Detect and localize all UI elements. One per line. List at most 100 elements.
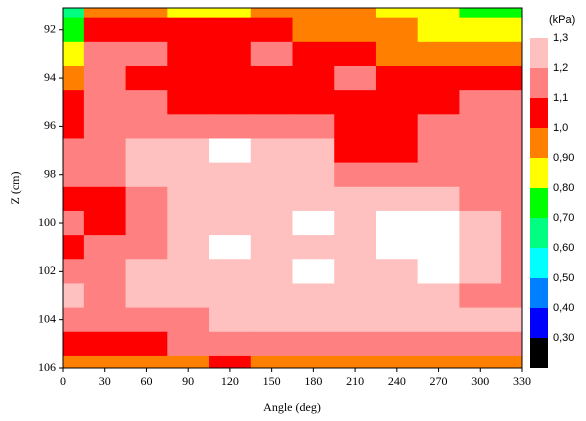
x-tick-label: 150 [263,374,281,388]
contour-cell [250,162,293,188]
contour-cell [459,210,502,236]
contour-cell [501,114,523,139]
contour-cell [63,8,85,19]
contour-cell [501,90,523,115]
contour-cell [63,114,85,139]
contour-cell [83,259,127,284]
contour-cell [334,8,377,19]
contour-cell [167,283,210,309]
contour-cell [250,307,293,333]
contour-cell [125,41,168,67]
contour-cell [459,114,502,139]
contour-cell [292,114,335,139]
contour-cell [334,186,377,212]
colorbar-swatch [530,188,548,218]
y-tick-label: 98 [44,166,56,180]
contour-cell [417,90,460,115]
contour-cell [83,186,127,212]
contour-cell [292,41,335,67]
contour-cell [250,259,293,284]
contour-cell [167,355,210,369]
contour-cell [292,283,335,309]
contour-cell [83,307,127,333]
contour-cell [501,210,523,236]
contour-cell [459,90,502,115]
contour-cell [334,162,377,188]
contour-cell [209,8,252,19]
contour-cell [417,186,460,212]
contour-cell [417,41,460,67]
y-tick-label: 102 [38,263,56,277]
contour-cell [125,355,168,369]
x-tick-label: 300 [471,374,489,388]
contour-cell [501,8,523,19]
contour-cell [292,186,335,212]
contour-cell [125,90,168,115]
contour-cell [63,331,85,357]
contour-cell [63,17,85,43]
contour-cell [250,186,293,212]
x-tick-label: 270 [430,374,448,388]
colorbar-swatch [530,248,548,278]
colorbar-tick-label: 0,70 [553,212,574,224]
colorbar-tick-label: 0,50 [553,272,574,284]
x-tick-label: 240 [388,374,406,388]
contour-cell [125,114,168,139]
contour-cell [83,8,127,19]
x-tick-label: 60 [140,374,152,388]
colorbar-tick-label: 1,1 [553,92,568,104]
contour-cell [167,331,210,357]
colorbar-tick-label: 0,40 [553,302,574,314]
contour-cell [292,210,335,236]
contour-cell [375,162,419,188]
contour-cell [459,138,502,164]
contour-cell [83,331,127,357]
y-axis-label: Z (cm) [8,172,22,205]
contour-cell [209,65,252,91]
contour-cell [250,65,293,91]
contour-cell [417,17,460,43]
contour-cell [167,210,210,236]
contour-cell [417,355,460,369]
contour-cell [501,138,523,164]
contour-cell [501,17,523,43]
colorbar-tick-label: 0,60 [553,242,574,254]
contour-cell [125,8,168,19]
contour-cell [417,65,460,91]
contour-cell [63,65,85,91]
contour-cell [125,307,168,333]
contour-cell [250,283,293,309]
contour-cell [167,307,210,333]
contour-cell [375,355,419,369]
x-tick-label: 330 [513,374,531,388]
contour-cell [167,186,210,212]
contour-cell [292,259,335,284]
contour-cell [63,90,85,115]
contour-cell [83,162,127,188]
contour-cell [334,114,377,139]
contour-cell [250,235,293,260]
contour-cell [501,235,523,260]
contour-cell [292,138,335,164]
contour-cell [459,235,502,260]
contour-cell [334,355,377,369]
y-tick-label: 94 [44,70,56,84]
contour-cell [375,331,419,357]
contour-cell [292,307,335,333]
contour-cell [125,259,168,284]
colorbar-swatch [530,98,548,128]
contour-cell [375,114,419,139]
contour-cell [167,8,210,19]
contour-cell [83,114,127,139]
contour-cell [292,331,335,357]
contour-cell [63,283,85,309]
contour-cell [167,259,210,284]
contour-cell [334,235,377,260]
contour-cell [375,41,419,67]
contour-cell [459,17,502,43]
x-tick-label: 180 [304,374,322,388]
contour-cell [375,307,419,333]
y-tick-label: 100 [38,215,56,229]
contour-cell [209,138,252,164]
contour-cell [209,283,252,309]
